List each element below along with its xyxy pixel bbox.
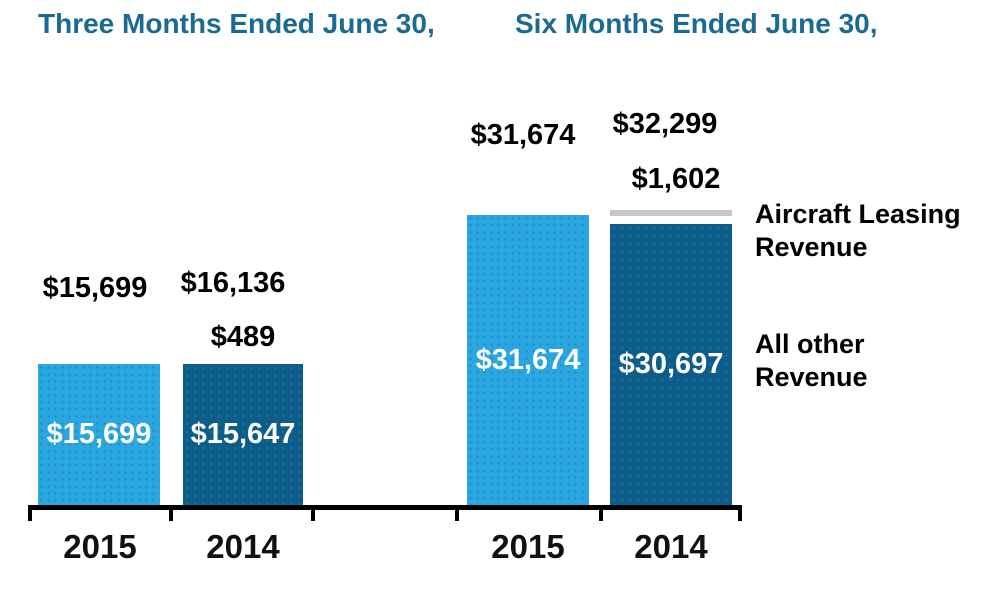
x-axis-tick [455, 505, 459, 521]
bar-value-label-6mo-2015: $31,674 [475, 343, 581, 376]
x-axis-tick [738, 505, 742, 521]
x-axis-label-6mo-2014: 2014 [634, 528, 708, 565]
x-axis-line [28, 505, 742, 510]
x-axis-tick [599, 505, 603, 521]
x-axis-label-3mo-2015: 2015 [63, 528, 137, 565]
legend-aircraft-leasing-revenue: Aircraft Leasing Revenue [755, 199, 961, 262]
bar-6mo-2015: $31,674 [467, 215, 589, 505]
group-title-six-months: Six Months Ended June 30, [515, 8, 878, 39]
x-axis-label-3mo-2014: 2014 [206, 528, 280, 565]
total-label-6mo-2015: $31,674 [470, 119, 576, 151]
bar-value-label-3mo-2015: $15,699 [46, 418, 152, 450]
bar-value-label-3mo-2014: $15,647 [190, 418, 296, 450]
x-axis-tick [28, 505, 32, 521]
total-label-6mo-2014: $32,299 [612, 108, 718, 140]
total-label-3mo-2014: $16,136 [180, 267, 286, 299]
x-axis-label-6mo-2015: 2015 [491, 528, 565, 565]
legend-all-other-revenue: All other Revenue [755, 329, 868, 392]
total-label-3mo-2015: $15,699 [42, 272, 148, 304]
x-axis-tick [311, 505, 315, 521]
bar-3mo-2015: $15,699 [38, 364, 160, 505]
bar-6mo-2014: $30,697 [610, 224, 732, 505]
bar-value-label-6mo-2014: $30,697 [618, 348, 724, 380]
aircraft-leasing-label-6mo-2014: $1,602 [631, 163, 721, 195]
aircraft-leasing-segment-6mo-2014 [610, 210, 732, 216]
aircraft-leasing-label-3mo-2014: $489 [210, 321, 276, 353]
group-title-three-months: Three Months Ended June 30, [38, 8, 435, 39]
bar-3mo-2014: $15,647 [183, 364, 303, 505]
x-axis-tick [169, 505, 173, 521]
